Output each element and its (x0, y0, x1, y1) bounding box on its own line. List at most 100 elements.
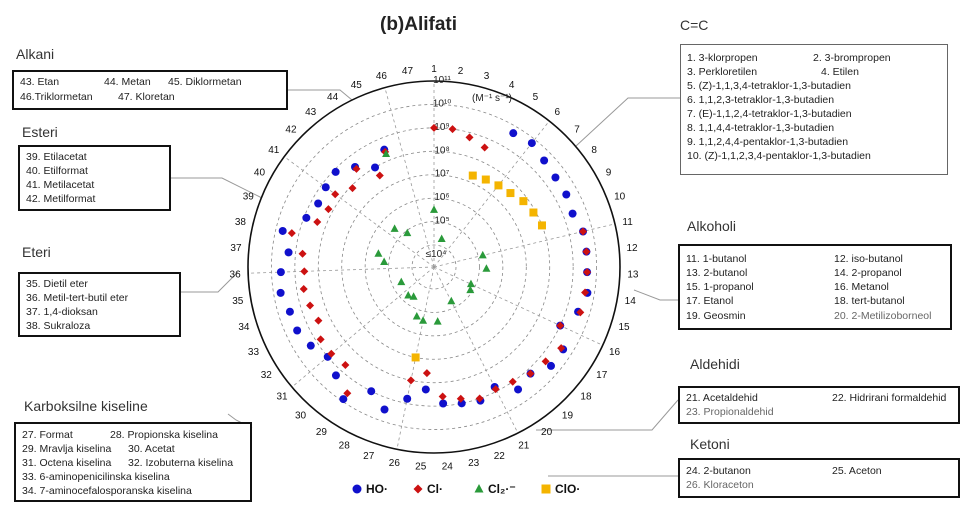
data-point (404, 290, 413, 299)
angle-tick-label: 32 (261, 370, 273, 381)
angle-tick-label: 30 (295, 411, 307, 422)
data-point (380, 405, 389, 414)
data-point (406, 376, 415, 385)
radial-labels: ≤10⁴ 10⁵ 10⁶ 10⁷ 10⁸ 10⁹ 10¹⁰ 10¹¹ (M⁻¹ s⁻¹) (426, 75, 512, 260)
data-point (352, 164, 361, 173)
angle-tick-label: 29 (316, 427, 328, 438)
leader-line (181, 271, 239, 293)
angle-tick-label: 44 (327, 92, 339, 103)
list-item: 6. 1,1,2,3-tetraklor-1,3-butadien (687, 94, 835, 106)
data-point (341, 360, 350, 369)
data-point (298, 249, 307, 258)
radial-tick-label: 10⁶ (434, 192, 449, 203)
angle-tick-label: 43 (305, 107, 317, 118)
legend-box-esteri: 39. Etilacetat 40. Etilformat 41. Metila… (18, 145, 171, 211)
angle-tick-label: 22 (494, 451, 506, 462)
list-item: 23. Propionaldehid (686, 406, 774, 418)
data-point (551, 173, 560, 182)
data-point (306, 341, 315, 350)
data-point (278, 226, 287, 235)
data-point (302, 213, 311, 222)
group-title-alkani: Alkani (16, 46, 55, 62)
data-point (331, 371, 340, 380)
angle-tick-label: 11 (622, 217, 633, 228)
data-point (433, 317, 442, 325)
angle-tick-label: 17 (596, 370, 608, 381)
data-point (562, 190, 571, 199)
angle-tick-label: 18 (580, 391, 592, 402)
radial-tick-label: 10¹⁰ (433, 98, 451, 109)
legend-label: HO· (366, 482, 388, 496)
radial-tick-label: 10¹¹ (433, 75, 451, 86)
list-item: 30. Acetat (128, 443, 175, 455)
data-point (343, 389, 352, 398)
data-point (466, 285, 475, 294)
legend-box-karboksilne: 27. Format 28. Propionska kiselina 29. M… (14, 422, 252, 502)
data-point (475, 394, 484, 403)
legend-box-eteri: 35. Dietil eter 36. Metil-tert-butil ete… (18, 272, 181, 337)
data-point (374, 249, 383, 257)
angle-tick-label: 28 (339, 441, 351, 452)
data-point (339, 395, 348, 404)
data-point (430, 205, 438, 213)
angle-tick-label: 31 (276, 391, 288, 402)
list-item: 9. 1,1,2,4,4-pentaklor-1,3-butadien (687, 136, 849, 148)
angle-labels: 1 2 34567891011121314151617181920212223242… (230, 64, 639, 473)
data-point (321, 183, 330, 192)
list-item: 5. (Z)-1,1,3,4-tetraklor-1,3-butadien (687, 80, 851, 92)
list-item: 46.Triklormetan (20, 91, 93, 103)
data-point (514, 385, 523, 394)
data-point (546, 361, 555, 370)
list-item: 39. Etilacetat (26, 151, 87, 163)
list-item: 11. 1-butanol (686, 253, 747, 265)
list-item: 8. 1,1,4,4-tetraklor-1,3-butadien (687, 122, 835, 134)
data-point (541, 357, 550, 366)
data-point (491, 385, 500, 394)
grid-spoke (284, 156, 435, 268)
list-item: 42. Metilformat (26, 193, 96, 205)
data-point (494, 181, 503, 190)
data-point (412, 312, 421, 320)
list-item: 44. Metan (104, 76, 151, 88)
data-point (403, 394, 412, 403)
leader-line (633, 289, 678, 301)
list-item: 40. Etilformat (26, 165, 88, 177)
data-point (466, 279, 475, 288)
legend: HO· Cl· Cl₂·⁻ ClO· (352, 482, 580, 496)
list-item: 12. iso-butanol (834, 253, 903, 265)
angle-tick-label: 4 (509, 80, 515, 91)
data-point (481, 175, 490, 184)
data-point (421, 385, 430, 394)
data-point (583, 268, 592, 277)
angle-tick-label: 1 (431, 64, 437, 75)
data-point (581, 288, 590, 297)
angle-tick-label: 23 (468, 458, 480, 469)
grid-spoke (433, 120, 550, 268)
list-item: 15. 1-propanol (686, 281, 754, 293)
angle-tick-label: 36 (230, 270, 242, 281)
grid-spoke (433, 223, 616, 268)
angle-tick-label: 15 (619, 322, 631, 333)
list-item: 36. Metil-tert-butil eter (26, 292, 129, 304)
grid-spoke (433, 266, 603, 346)
data-point (375, 171, 384, 180)
radial-tick-label: 10⁹ (434, 122, 449, 133)
data-point (293, 326, 302, 335)
list-item: 34. 7-aminocefalosporanska kiselina (22, 485, 192, 497)
data-point (482, 264, 491, 272)
list-item: 32. Izobuterna kiselina (128, 457, 234, 469)
data-point (422, 369, 431, 378)
data-point (380, 257, 389, 265)
group-title-eteri: Eteri (22, 244, 51, 260)
angle-tick-label: 16 (609, 347, 621, 358)
data-point (382, 149, 391, 157)
data-point (468, 171, 477, 180)
leader-line (536, 399, 679, 431)
data-point (314, 316, 323, 325)
group-title-alkoholi: Alkoholi (687, 218, 737, 234)
list-item: 29. Mravlja kiselina (22, 443, 112, 455)
leader-line (171, 177, 263, 199)
data-point (438, 392, 447, 401)
list-item: 21. Acetaldehid (686, 392, 758, 404)
